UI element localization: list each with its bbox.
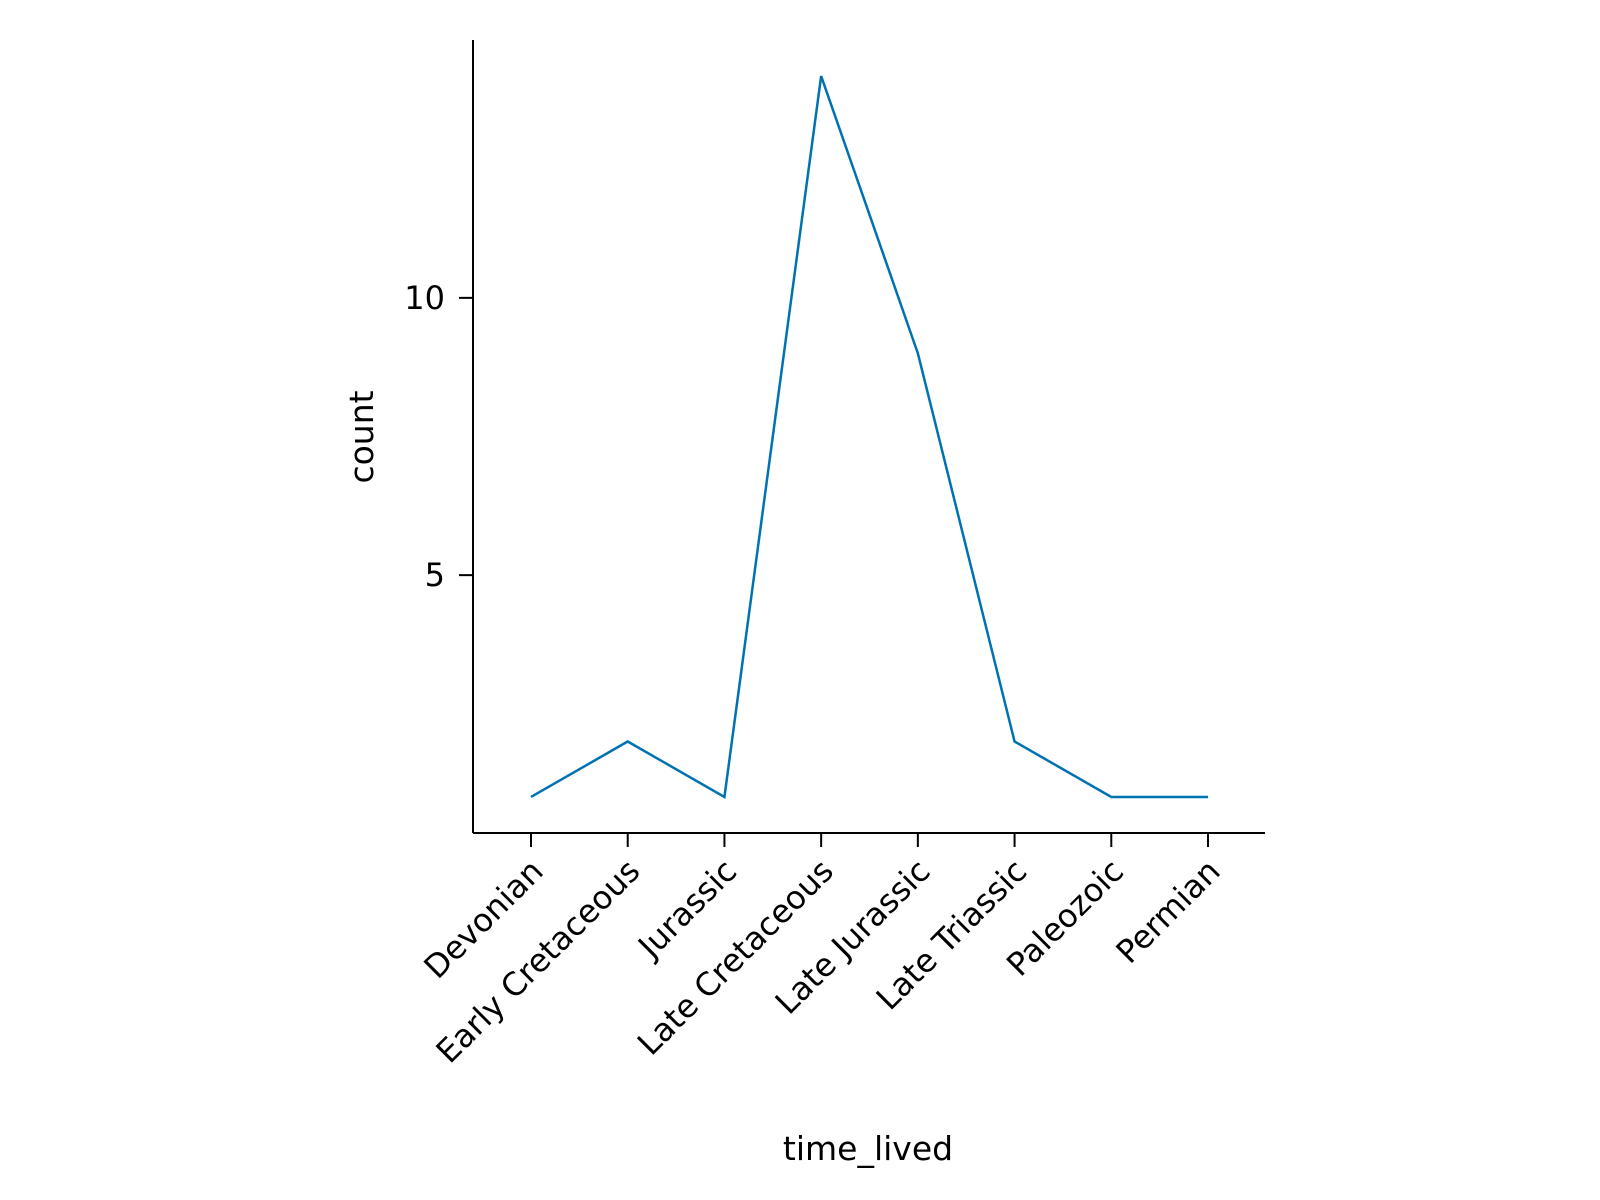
x-tick-label: Permian [1109,852,1228,971]
y-tick-label: 10 [404,279,445,317]
y-tick-label: 5 [425,556,445,594]
series-line [530,75,1208,799]
x-axis-title: time_lived [783,1129,953,1168]
y-axis-ticks: 5 10 [404,279,473,594]
plot-area [530,75,1208,799]
y-axis-title: count [342,390,381,483]
